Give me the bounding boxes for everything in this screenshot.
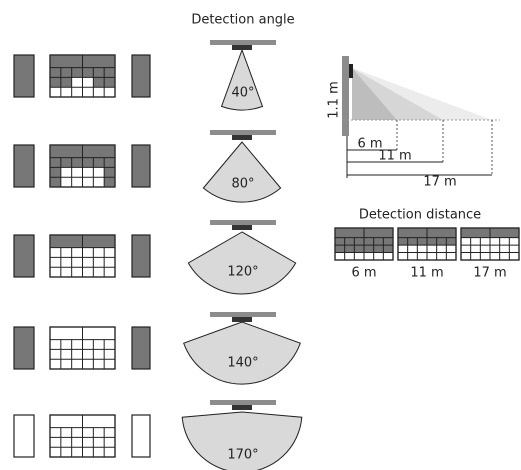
window-shade (50, 177, 61, 187)
distance-title: Detection distance (359, 208, 481, 223)
angle-label: 80° (231, 177, 254, 192)
distance-label: 6 m (357, 137, 382, 152)
window-shade (364, 237, 374, 246)
window-shade (373, 245, 384, 253)
side-view (342, 56, 500, 178)
angle-label: 170° (227, 448, 258, 463)
window-shade (373, 237, 384, 246)
side-panel (131, 234, 151, 278)
window-shade (71, 67, 83, 78)
window-shade (104, 157, 115, 168)
window-shade (50, 77, 61, 88)
window-shade (93, 77, 105, 88)
window-shade (93, 157, 105, 168)
window-shade (50, 67, 61, 78)
window-shade (398, 237, 408, 246)
window-shade (71, 157, 83, 168)
sensor (232, 405, 252, 410)
window-shade (335, 245, 345, 253)
window-shade (104, 67, 115, 78)
side-panel (131, 414, 151, 458)
window-shade (354, 237, 364, 246)
window-shade (446, 237, 456, 246)
sensor (232, 45, 252, 50)
sensor (232, 135, 252, 140)
window-shade (93, 67, 105, 78)
ceiling (210, 220, 276, 225)
window-shade (50, 167, 61, 178)
window-shade (417, 237, 427, 246)
angle-label: 120° (227, 265, 258, 280)
side-panel (13, 234, 35, 278)
window-shade (60, 67, 72, 78)
window-shade (82, 67, 94, 78)
distance-label: 17 m (423, 175, 456, 190)
angle-label: 40° (231, 86, 254, 101)
window-shade (104, 77, 115, 88)
window-shade (104, 177, 115, 187)
window-shade (364, 245, 374, 253)
side-panel (13, 414, 35, 458)
side-panel (13, 326, 35, 370)
window-shade (50, 157, 61, 168)
side-panel (131, 54, 151, 98)
cones (181, 48, 303, 470)
side-panel (131, 144, 151, 188)
distance-item: 17 m (473, 266, 506, 281)
ceiling (210, 130, 276, 135)
ceiling (210, 40, 276, 45)
sensor (232, 225, 252, 230)
window-shade (344, 245, 355, 253)
window-shade (60, 77, 72, 88)
window-shade (407, 237, 418, 246)
side-panel (13, 54, 35, 98)
window-shade (354, 245, 364, 253)
ceiling (210, 400, 276, 405)
window-shade (60, 157, 72, 168)
ceiling (210, 312, 276, 317)
window-shade (104, 167, 115, 178)
window-shade (335, 237, 345, 246)
window-shade (383, 245, 393, 253)
side-panel (131, 326, 151, 370)
angle-label: 140° (227, 356, 258, 371)
height-label: 1.1 m (327, 81, 342, 118)
sensor (232, 317, 252, 322)
window-shade (436, 237, 447, 246)
angle-title: Detection angle (191, 13, 294, 28)
window-shade (344, 237, 355, 246)
distance-label: 11 m (378, 149, 411, 164)
window-shade (427, 237, 437, 246)
window-shade (383, 237, 393, 246)
side-panel (13, 144, 35, 188)
window-shade (82, 157, 94, 168)
distance-item: 6 m (351, 266, 376, 281)
distance-item: 11 m (410, 266, 443, 281)
